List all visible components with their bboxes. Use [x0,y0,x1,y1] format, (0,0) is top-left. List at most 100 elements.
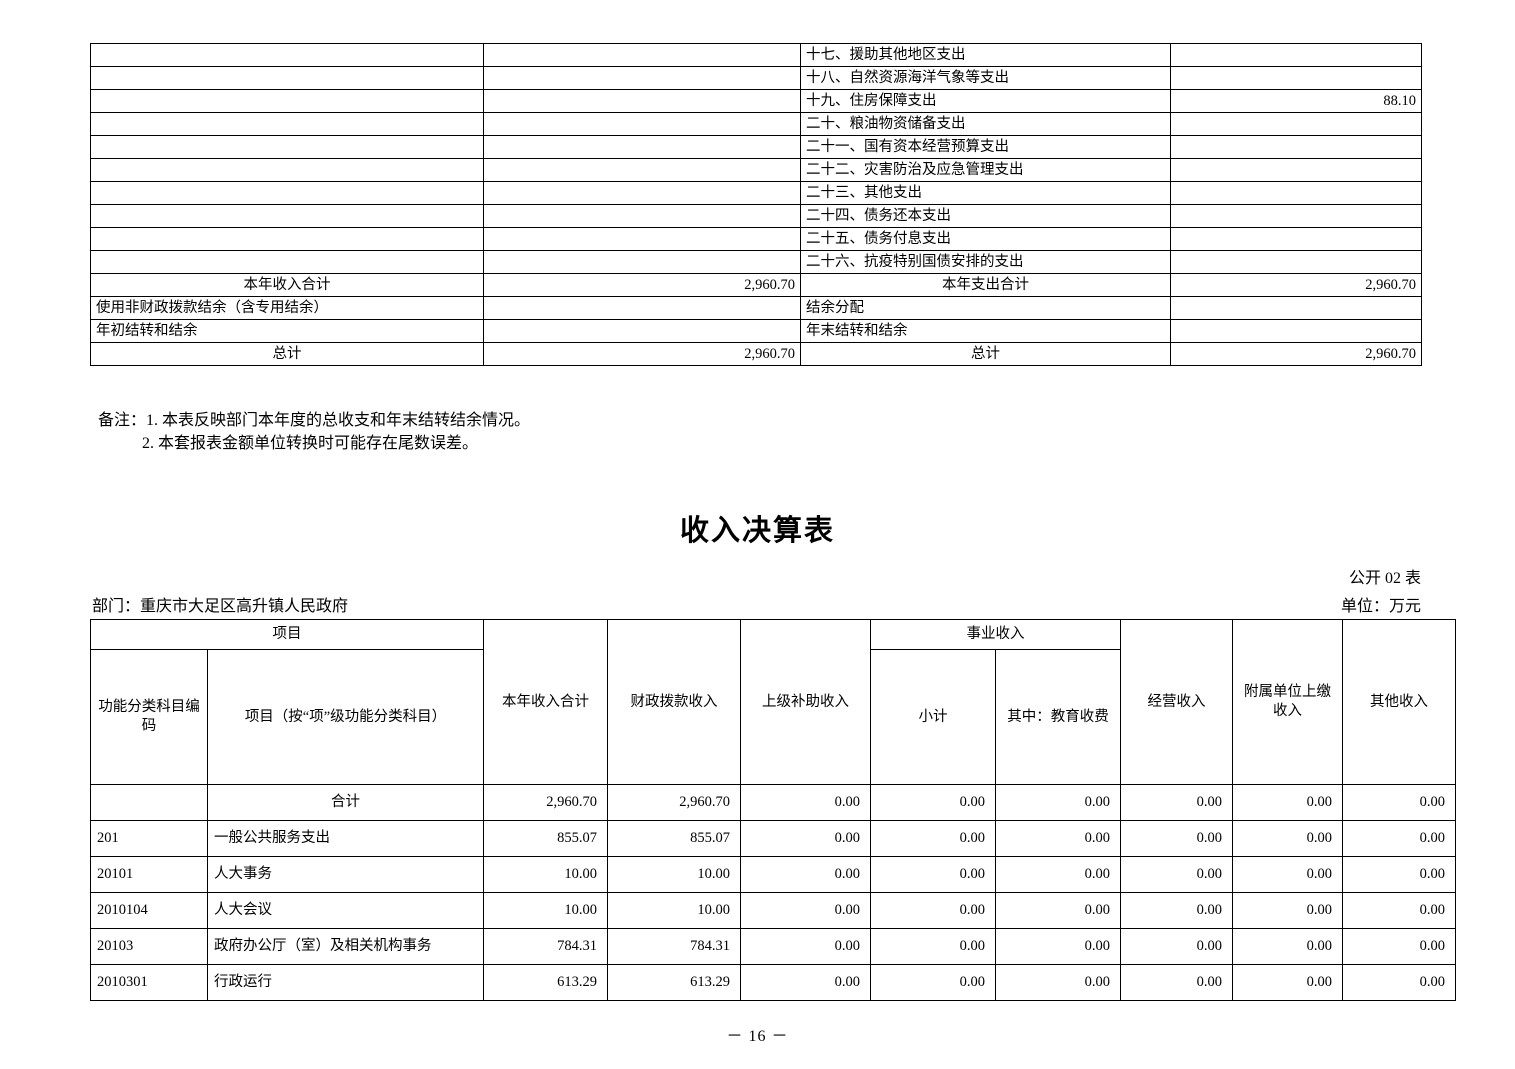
row-operating-income: 0.00 [1120,856,1233,893]
expense-item-value [1170,43,1422,67]
row-shiye-education: 0.00 [995,964,1121,1001]
income-item-label: 总计 [90,342,484,366]
income-table-header: 项目 本年收入合计 财政拨款收入 上级补助收入 事业收入 经营收入 附属单位上缴… [90,619,1456,785]
row-affiliate-remittance: 0.00 [1232,820,1343,857]
table-row: 本年收入合计 2,960.70 本年支出合计 2,960.70 [90,273,1422,297]
row-shiye-education: 0.00 [995,892,1121,929]
income-item-label [90,204,484,228]
income-item-value [483,204,801,228]
row-item-name: 行政运行 [207,964,484,1001]
income-table-body: 合计 2,960.70 2,960.70 0.00 0.00 0.00 0.00 0.00 0.… [90,784,1456,1001]
row-other-income: 0.00 [1342,856,1456,893]
header-total-income: 本年收入合计 [483,619,608,785]
row-total-income: 10.00 [483,892,608,929]
header-other-income: 其他收入 [1342,619,1456,785]
header-code: 功能分类科目编码 [90,649,208,785]
expense-item-label: 十九、住房保障支出 [800,89,1171,113]
income-item-value [483,43,801,67]
row-total-income: 613.29 [483,964,608,1001]
row-other-income: 0.00 [1342,964,1456,1001]
row-fiscal-appropriation: 855.07 [607,820,741,857]
expense-item-label: 年末结转和结余 [800,319,1171,343]
row-shiye-education: 0.00 [995,784,1121,821]
row-operating-income: 0.00 [1120,928,1233,965]
header-affiliate-remittance: 附属单位上缴收入 [1232,619,1343,785]
row-shiye-subtotal: 0.00 [870,856,996,893]
income-item-label [90,135,484,159]
income-item-value [483,227,801,251]
income-item-label: 使用非财政拨款结余（含专用结余） [90,296,484,320]
row-superior-subsidy: 0.00 [740,820,871,857]
expense-item-value [1170,319,1422,343]
page-title: 收入决算表 [679,515,835,547]
row-total-income: 2,960.70 [483,784,608,821]
expense-item-value [1170,181,1422,205]
table-row: 2010104 人大会议 10.00 10.00 0.00 0.00 0.00 0.00 0.0… [90,892,1456,929]
income-item-label: 年初结转和结余 [90,319,484,343]
row-other-income: 0.00 [1342,928,1456,965]
income-item-label: 本年收入合计 [90,273,484,297]
expense-item-label: 十七、援助其他地区支出 [800,43,1171,67]
expense-item-value [1170,135,1422,159]
row-affiliate-remittance: 0.00 [1232,892,1343,929]
table-row: 二十三、其他支出 [90,181,1422,205]
income-item-label [90,89,484,113]
table-row: 二十五、债务付息支出 [90,227,1422,251]
table-row: 十九、住房保障支出 88.10 [90,89,1422,113]
row-other-income: 0.00 [1342,784,1456,821]
income-item-label [90,112,484,136]
row-shiye-subtotal: 0.00 [870,928,996,965]
income-item-value [483,66,801,90]
row-fiscal-appropriation: 10.00 [607,892,741,929]
expense-item-value [1170,250,1422,274]
row-item-name: 合计 [207,784,484,821]
row-function-code: 201 [90,820,208,857]
table-row: 201 一般公共服务支出 855.07 855.07 0.00 0.00 0.00 0.00 0… [90,820,1456,857]
row-total-income: 10.00 [483,856,608,893]
table-notes: 备注：1. 本表反映部门本年度的总收支和年末结转结余情况。 2. 本套报表金额单… [98,409,530,455]
income-item-label [90,43,484,67]
income-item-label [90,227,484,251]
row-superior-subsidy: 0.00 [740,784,871,821]
row-other-income: 0.00 [1342,892,1456,929]
income-item-label [90,66,484,90]
expense-item-label: 本年支出合计 [800,273,1171,297]
income-item-value [483,89,801,113]
income-item-value: 2,960.70 [483,342,801,366]
expense-item-label: 十八、自然资源海洋气象等支出 [800,66,1171,90]
row-fiscal-appropriation: 10.00 [607,856,741,893]
row-shiye-education: 0.00 [995,928,1121,965]
table-row: 二十、粮油物资储备支出 [90,112,1422,136]
row-operating-income: 0.00 [1120,784,1233,821]
expense-item-value [1170,66,1422,90]
income-item-value [483,296,801,320]
row-affiliate-remittance: 0.00 [1232,856,1343,893]
expense-item-value [1170,204,1422,228]
expense-item-label: 二十三、其他支出 [800,181,1171,205]
row-function-code: 2010104 [90,892,208,929]
expense-item-value [1170,296,1422,320]
expense-item-label: 二十二、灾害防治及应急管理支出 [800,158,1171,182]
summary-balance-table: 十七、援助其他地区支出 十八、自然资源海洋气象等支出 十九、住房保障支出 88.10 二… [90,43,1422,366]
income-final-accounts-table: 项目 本年收入合计 财政拨款收入 上级补助收入 事业收入 经营收入 附属单位上缴… [90,619,1456,1001]
expense-item-value: 2,960.70 [1170,342,1422,366]
income-item-value [483,181,801,205]
row-shiye-subtotal: 0.00 [870,820,996,857]
table-row: 年初结转和结余 年末结转和结余 [90,319,1422,343]
table-row: 使用非财政拨款结余（含专用结余） 结余分配 [90,296,1422,320]
header-shiye-subtotal: 小计 [870,649,996,785]
expense-item-value [1170,158,1422,182]
income-item-value [483,250,801,274]
row-total-income: 855.07 [483,820,608,857]
row-function-code: 20103 [90,928,208,965]
row-shiye-subtotal: 0.00 [870,784,996,821]
header-operating-income: 经营收入 [1120,619,1233,785]
header-superior-subsidy: 上级补助收入 [740,619,871,785]
row-item-name: 政府办公厅（室）及相关机构事务 [207,928,484,965]
table-row: 2010301 行政运行 613.29 613.29 0.00 0.00 0.00 0.00 0… [90,964,1456,1001]
table-row: 十八、自然资源海洋气象等支出 [90,66,1422,90]
expense-item-label: 二十六、抗疫特别国债安排的支出 [800,250,1171,274]
header-group-item: 项目 [90,619,484,650]
form-number-label: 公开 02 表 [1348,570,1421,587]
note-line-1: 备注：1. 本表反映部门本年度的总收支和年末结转结余情况。 [98,412,531,429]
